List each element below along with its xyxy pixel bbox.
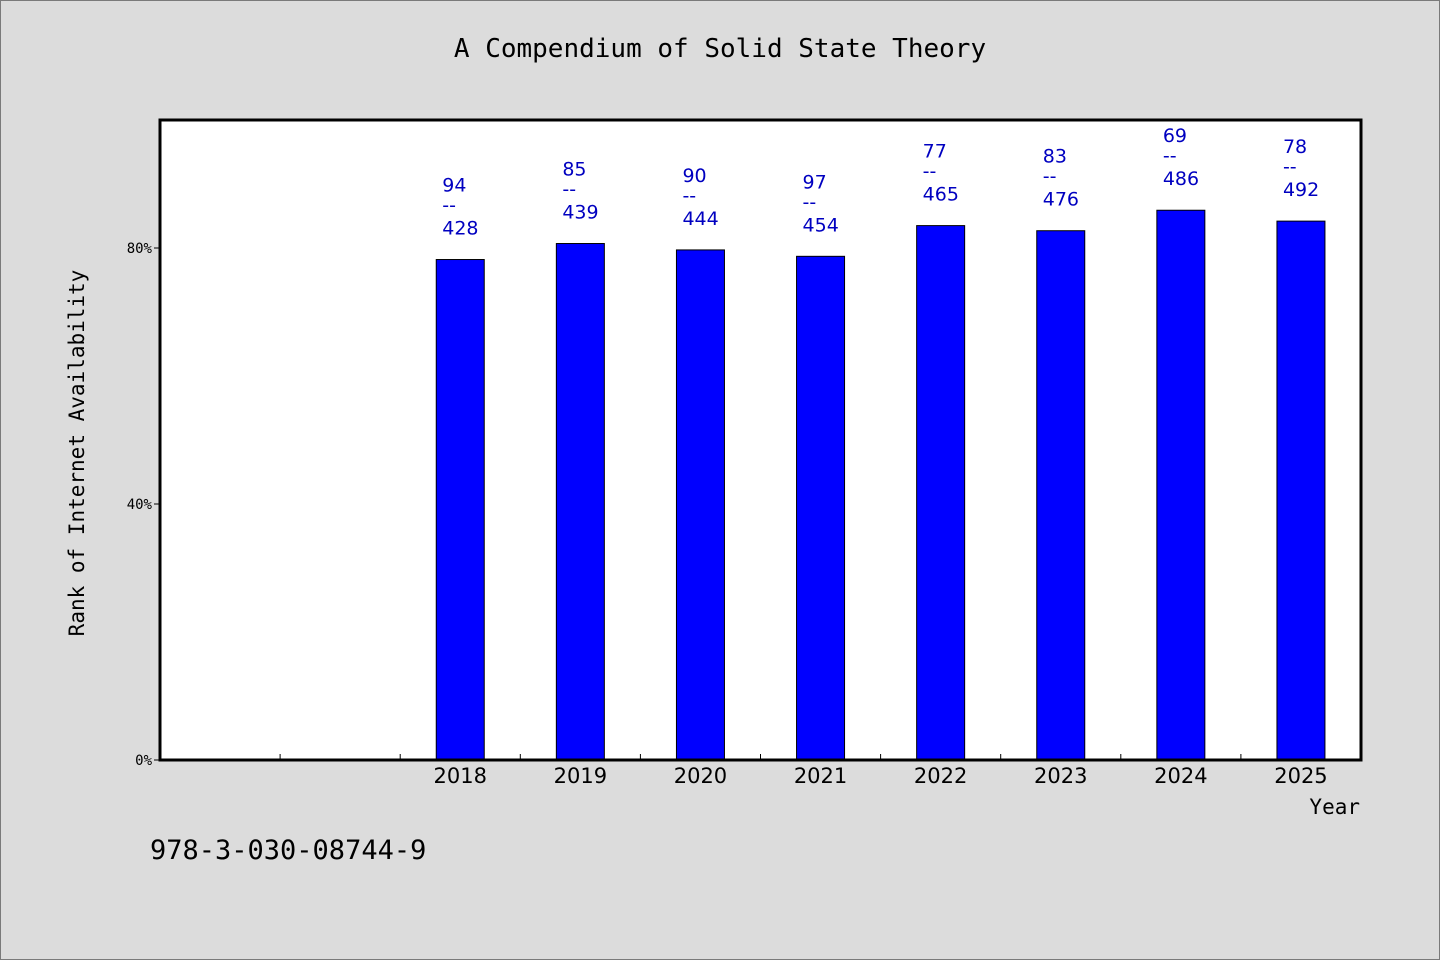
bar xyxy=(555,243,605,761)
data-label-separator: -- xyxy=(442,195,456,217)
x-tick-label: 2019 xyxy=(554,764,607,788)
data-label-top: 97 xyxy=(803,171,827,193)
x-tick-label: 2022 xyxy=(914,764,967,788)
data-label-bottom: 486 xyxy=(1163,168,1199,190)
bar xyxy=(1036,230,1086,761)
x-tick-label: 2018 xyxy=(434,764,487,788)
isbn-text: 978-3-030-08744-9 xyxy=(150,835,427,866)
chart-title: A Compendium of Solid State Theory xyxy=(453,34,987,64)
data-label-separator: -- xyxy=(1163,145,1177,167)
y-axis-label: Rank of Internet Availability xyxy=(65,269,89,637)
data-label-top: 78 xyxy=(1283,136,1307,158)
data-label-separator: -- xyxy=(682,185,696,207)
y-tick-label: 0% xyxy=(135,753,152,769)
bar xyxy=(435,259,485,761)
data-label-top: 90 xyxy=(682,165,706,187)
data-label-separator: -- xyxy=(1283,156,1297,178)
x-tick-label: 2025 xyxy=(1274,764,1327,788)
x-tick-label: 2021 xyxy=(794,764,847,788)
x-tick-label: 2023 xyxy=(1034,764,1087,788)
data-label-top: 77 xyxy=(923,141,947,163)
data-label-separator: -- xyxy=(562,179,576,201)
data-label-separator: -- xyxy=(923,161,937,183)
bar xyxy=(1276,220,1326,761)
bar xyxy=(796,255,846,761)
data-label-bottom: 476 xyxy=(1043,189,1079,211)
data-label-bottom: 439 xyxy=(562,202,598,224)
data-label-top: 69 xyxy=(1163,125,1187,147)
data-label-bottom: 465 xyxy=(923,184,959,206)
y-tick-label: 40% xyxy=(127,497,153,513)
bar xyxy=(1156,209,1206,761)
bar xyxy=(675,249,725,761)
x-tick-label: 2020 xyxy=(674,764,727,788)
data-label-top: 94 xyxy=(442,175,466,197)
y-tick-label: 80% xyxy=(127,241,153,257)
data-label-bottom: 444 xyxy=(682,208,718,230)
data-label-separator: -- xyxy=(1043,166,1057,188)
data-label-bottom: 492 xyxy=(1283,179,1319,201)
x-tick-label: 2024 xyxy=(1154,764,1207,788)
data-label-bottom: 428 xyxy=(442,218,478,240)
data-label-separator: -- xyxy=(803,191,817,213)
data-label-top: 85 xyxy=(562,159,586,181)
data-label-bottom: 454 xyxy=(803,214,839,236)
x-axis-label: Year xyxy=(1309,795,1360,819)
bar xyxy=(916,225,966,761)
data-label-top: 83 xyxy=(1043,146,1067,168)
